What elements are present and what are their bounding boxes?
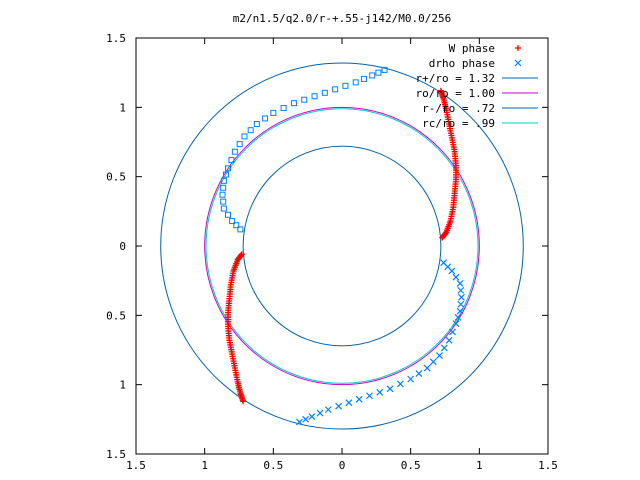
data-point bbox=[352, 79, 359, 86]
data-point bbox=[452, 320, 460, 328]
data-point bbox=[229, 218, 236, 225]
data-point bbox=[225, 165, 232, 172]
data-point bbox=[456, 307, 464, 315]
data-point bbox=[366, 392, 373, 400]
data-point bbox=[222, 171, 229, 178]
data-point bbox=[324, 406, 332, 414]
data-point bbox=[429, 358, 437, 366]
data-point bbox=[332, 86, 339, 93]
x-tick-label: 0.5 bbox=[263, 459, 283, 472]
data-point bbox=[290, 100, 297, 107]
data-point bbox=[237, 226, 244, 233]
data-point bbox=[228, 157, 235, 164]
x-tick-label: 1.5 bbox=[538, 459, 558, 472]
data-point bbox=[241, 133, 248, 140]
data-point bbox=[407, 375, 415, 383]
data-point bbox=[355, 395, 363, 403]
data-point bbox=[236, 141, 243, 148]
data-point bbox=[219, 191, 226, 198]
x-tick-label: 1 bbox=[476, 459, 483, 472]
data-point bbox=[376, 388, 384, 396]
data-point bbox=[457, 300, 465, 308]
data-point bbox=[220, 184, 227, 191]
y-tick-label: 0 bbox=[119, 240, 126, 253]
data-point bbox=[220, 177, 227, 184]
legend-label: rc/ro = .99 bbox=[422, 117, 495, 130]
x-tick-label: 1 bbox=[201, 459, 208, 472]
data-points bbox=[219, 66, 465, 426]
data-point bbox=[316, 409, 324, 417]
data-point bbox=[233, 222, 240, 229]
data-point bbox=[296, 418, 303, 426]
x-tick-label: 1.5 bbox=[126, 459, 146, 472]
data-point bbox=[301, 96, 308, 103]
data-point bbox=[452, 273, 460, 281]
y-tick-label: 1 bbox=[119, 101, 126, 114]
data-point bbox=[448, 267, 456, 275]
data-point bbox=[302, 415, 310, 423]
data-point bbox=[280, 105, 287, 112]
y-tick-label: 1.5 bbox=[106, 448, 126, 461]
data-point bbox=[415, 370, 423, 377]
data-point bbox=[375, 69, 382, 76]
data-point bbox=[445, 336, 453, 344]
data-point bbox=[436, 352, 443, 359]
legend-label: drho phase bbox=[429, 57, 495, 70]
legend-marker bbox=[515, 45, 521, 51]
data-point bbox=[449, 328, 456, 336]
data-point bbox=[423, 364, 431, 372]
data-point bbox=[225, 211, 232, 218]
data-point bbox=[440, 344, 448, 352]
legend-label: r-/ro = .72 bbox=[422, 102, 495, 115]
data-point bbox=[360, 75, 367, 82]
data-point bbox=[369, 72, 376, 79]
y-tick-label: 1.5 bbox=[106, 32, 126, 45]
axis-ticks: 1.5 1 0.5 0 0.5 1 1.51.510.500.511.5 bbox=[106, 32, 558, 472]
series-1 bbox=[219, 66, 388, 233]
data-point bbox=[342, 82, 349, 89]
data-point bbox=[270, 109, 277, 116]
legend-label: ro/ro = 1.00 bbox=[416, 87, 495, 100]
data-point bbox=[386, 385, 394, 393]
data-point bbox=[456, 280, 464, 287]
data-point bbox=[457, 286, 465, 294]
series-2 bbox=[296, 259, 465, 426]
data-point bbox=[381, 66, 388, 73]
legend-label: W phase bbox=[449, 42, 495, 55]
y-tick-label: 1 bbox=[119, 379, 126, 392]
data-point bbox=[437, 87, 444, 94]
y-tick-label: 0.5 bbox=[106, 171, 126, 184]
circle-1 bbox=[204, 106, 480, 386]
x-tick-label: 0 bbox=[339, 459, 346, 472]
plot-border bbox=[135, 37, 549, 455]
legend-marker bbox=[514, 59, 522, 67]
data-point bbox=[220, 205, 227, 212]
series-0 bbox=[225, 87, 459, 405]
data-point bbox=[253, 120, 260, 127]
circle-2 bbox=[242, 145, 442, 347]
legend: W phase drho phase r+/ro = 1.32 ro/ro = 1.0… bbox=[416, 42, 538, 130]
chart-title: m2/n1.5/q2.0/r-+.55-j142/M0.0/256 bbox=[233, 12, 452, 25]
data-point bbox=[454, 313, 462, 321]
radius-circles bbox=[160, 62, 524, 430]
legend-label: r+/ro = 1.32 bbox=[416, 72, 495, 85]
data-point bbox=[458, 293, 465, 301]
data-point bbox=[220, 198, 227, 205]
data-point bbox=[240, 398, 247, 405]
x-tick-label: 0.5 bbox=[401, 459, 421, 472]
circle-0 bbox=[160, 62, 524, 430]
data-point bbox=[247, 127, 254, 134]
y-tick-label: 0.5 bbox=[106, 309, 126, 322]
data-point bbox=[321, 89, 328, 96]
data-point bbox=[311, 93, 318, 100]
data-point bbox=[262, 115, 269, 122]
data-point bbox=[231, 148, 238, 155]
data-point bbox=[308, 413, 316, 420]
data-point bbox=[345, 399, 353, 407]
data-point bbox=[335, 402, 342, 410]
data-point bbox=[396, 380, 404, 388]
circle-3 bbox=[205, 108, 479, 384]
